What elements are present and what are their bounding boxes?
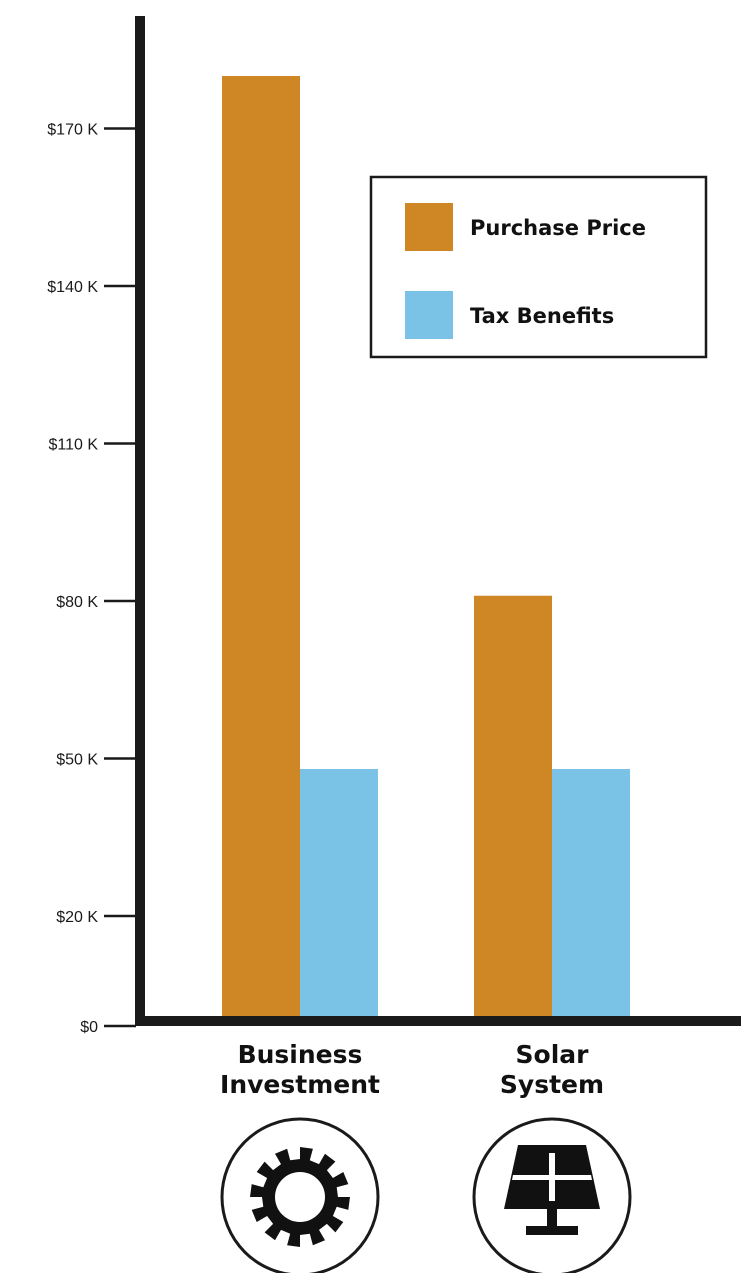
y-axis: $0 $20 K $50 K $80 K $110 K $140 K $170 K bbox=[47, 16, 145, 1036]
category-icons bbox=[220, 1117, 632, 1273]
bar-purchase-price-0 bbox=[222, 76, 300, 1021]
bar-purchase-price-1 bbox=[474, 595, 552, 1021]
legend-swatch-tax-benefits bbox=[405, 291, 453, 339]
category-label: Solar bbox=[516, 1040, 590, 1069]
legend-label: Tax Benefits bbox=[470, 304, 614, 328]
legend-swatch-purchase-price bbox=[405, 203, 453, 251]
y-tick-label: $140 K bbox=[47, 279, 98, 296]
y-tick-label: $170 K bbox=[47, 122, 98, 139]
legend: Purchase Price Tax Benefits bbox=[369, 175, 708, 359]
category-label: Investment bbox=[220, 1070, 380, 1099]
y-tick-label: $0 bbox=[80, 1019, 98, 1036]
bar-tax-benefits-1 bbox=[552, 769, 630, 1021]
bar-tax-benefits-0 bbox=[300, 769, 378, 1021]
category-label: Business bbox=[238, 1040, 363, 1069]
gear-icon bbox=[220, 1117, 380, 1273]
y-tick-label: $80 K bbox=[56, 594, 98, 611]
category-label: System bbox=[500, 1070, 604, 1099]
y-tick-label: $20 K bbox=[56, 909, 98, 926]
y-tick-label: $110 K bbox=[48, 437, 98, 454]
solar-panel-icon bbox=[472, 1117, 632, 1273]
y-tick-label: $50 K bbox=[56, 752, 98, 769]
legend-label: Purchase Price bbox=[470, 216, 646, 240]
bars-layer bbox=[222, 76, 630, 1021]
